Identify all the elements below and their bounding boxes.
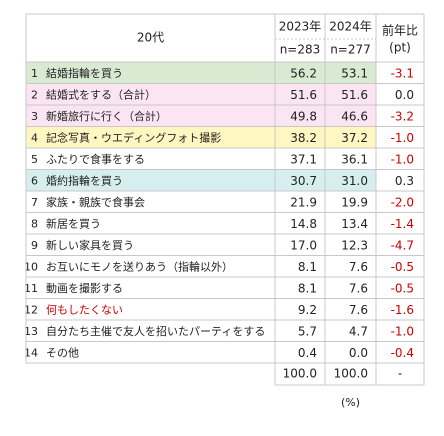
value-diff: -1.0 bbox=[391, 131, 414, 145]
value-2024: 12.3 bbox=[341, 238, 368, 252]
row-label: 結婚式をする（合計） bbox=[46, 87, 156, 101]
row-rank: 9 bbox=[31, 239, 38, 252]
value-diff: -1.0 bbox=[391, 324, 414, 338]
value-2024: 7.6 bbox=[349, 260, 368, 274]
row-rank: 3 bbox=[31, 110, 38, 123]
unit-note: (%) bbox=[341, 396, 360, 409]
value-diff: -3.1 bbox=[391, 66, 414, 80]
row-rank: 11 bbox=[24, 282, 38, 295]
row-label: 家族・親族で食事会 bbox=[46, 195, 145, 209]
row-highlight bbox=[26, 105, 376, 127]
value-2024: 7.6 bbox=[349, 281, 368, 295]
value-2023: 14.8 bbox=[290, 217, 317, 231]
row-rank: 7 bbox=[31, 196, 38, 209]
value-diff: -4.7 bbox=[391, 238, 414, 252]
value-diff: -1.0 bbox=[391, 152, 414, 166]
value-2023: 51.6 bbox=[290, 88, 317, 102]
row-label: ふたりで食事をする bbox=[46, 152, 145, 166]
value-2023: 9.2 bbox=[298, 303, 317, 317]
row-highlight bbox=[26, 62, 376, 84]
row-label: 婚約指輪を買う bbox=[46, 173, 123, 187]
total-diff: - bbox=[398, 367, 402, 381]
value-2023: 38.2 bbox=[290, 131, 317, 145]
value-2024: 19.9 bbox=[341, 195, 368, 209]
row-rank: 2 bbox=[31, 88, 38, 101]
value-diff: -1.4 bbox=[391, 217, 414, 231]
row-label: 記念写真・ウエディングフォト撮影 bbox=[46, 130, 221, 144]
value-2023: 56.2 bbox=[290, 66, 317, 80]
row-label: 何もしたくない bbox=[46, 303, 123, 316]
value-diff: 0.3 bbox=[395, 174, 414, 188]
value-2024: 31.0 bbox=[341, 174, 368, 188]
value-2024: 51.6 bbox=[341, 88, 368, 102]
row-rank: 14 bbox=[24, 346, 38, 359]
value-2024: 0.0 bbox=[349, 346, 368, 360]
value-diff: 0.0 bbox=[395, 88, 414, 102]
row-label: 動画を撮影する bbox=[46, 281, 123, 295]
row-rank: 5 bbox=[31, 153, 38, 166]
row-rank: 4 bbox=[31, 131, 38, 144]
header-diff-unit: (pt) bbox=[389, 41, 411, 55]
header-background bbox=[26, 14, 376, 62]
value-diff: -2.0 bbox=[391, 195, 414, 209]
value-2023: 17.0 bbox=[290, 238, 317, 252]
row-rank: 6 bbox=[31, 174, 38, 187]
header-group-label: 20代 bbox=[137, 31, 164, 45]
row-highlight bbox=[26, 83, 376, 105]
header-n-2023: n=283 bbox=[280, 43, 321, 57]
value-2023: 8.1 bbox=[298, 281, 317, 295]
row-label: 新しい家具を買う bbox=[46, 238, 134, 252]
value-2023: 5.7 bbox=[298, 324, 317, 338]
row-rank: 12 bbox=[24, 303, 38, 316]
value-2024: 37.2 bbox=[341, 131, 368, 145]
row-highlight bbox=[26, 126, 376, 148]
value-2024: 53.1 bbox=[341, 66, 368, 80]
value-2023: 30.7 bbox=[290, 174, 317, 188]
row-label: お互いにモノを送りあう（指輪以外） bbox=[46, 259, 233, 273]
value-2023: 37.1 bbox=[290, 152, 317, 166]
header-year-2023: 2023年 bbox=[279, 20, 322, 34]
row-label: その他 bbox=[46, 346, 79, 359]
value-diff: -3.2 bbox=[391, 109, 414, 123]
value-diff: -0.4 bbox=[391, 346, 414, 360]
row-rank: 13 bbox=[24, 325, 38, 338]
value-2024: 46.6 bbox=[341, 109, 368, 123]
row-label: 新居を買う bbox=[46, 216, 101, 230]
row-rank: 10 bbox=[24, 260, 38, 273]
header-n-2024: n=277 bbox=[330, 43, 371, 57]
row-label: 自分たち主催で友人を招いたパーティをする bbox=[46, 324, 265, 338]
value-diff: -0.5 bbox=[391, 260, 414, 274]
value-2023: 21.9 bbox=[290, 195, 317, 209]
row-rank: 1 bbox=[31, 67, 38, 80]
value-2024: 36.1 bbox=[341, 152, 368, 166]
value-2024: 13.4 bbox=[341, 217, 368, 231]
row-label: 新婚旅行に行く（合計） bbox=[46, 109, 167, 123]
header-diff-label: 前年比 bbox=[382, 23, 418, 38]
row-rank: 8 bbox=[31, 217, 38, 230]
value-diff: -1.6 bbox=[391, 303, 414, 317]
header-year-2024: 2024年 bbox=[329, 20, 372, 34]
row-label: 結婚指輪を買う bbox=[46, 66, 123, 80]
value-2024: 4.7 bbox=[349, 324, 368, 338]
total-2023: 100.0 bbox=[283, 367, 317, 381]
total-2024: 100.0 bbox=[334, 367, 368, 381]
value-2023: 8.1 bbox=[298, 260, 317, 274]
value-2024: 7.6 bbox=[349, 303, 368, 317]
value-2023: 49.8 bbox=[290, 109, 317, 123]
value-2023: 0.4 bbox=[298, 346, 317, 360]
row-highlight bbox=[26, 169, 376, 191]
value-diff: -0.5 bbox=[391, 281, 414, 295]
